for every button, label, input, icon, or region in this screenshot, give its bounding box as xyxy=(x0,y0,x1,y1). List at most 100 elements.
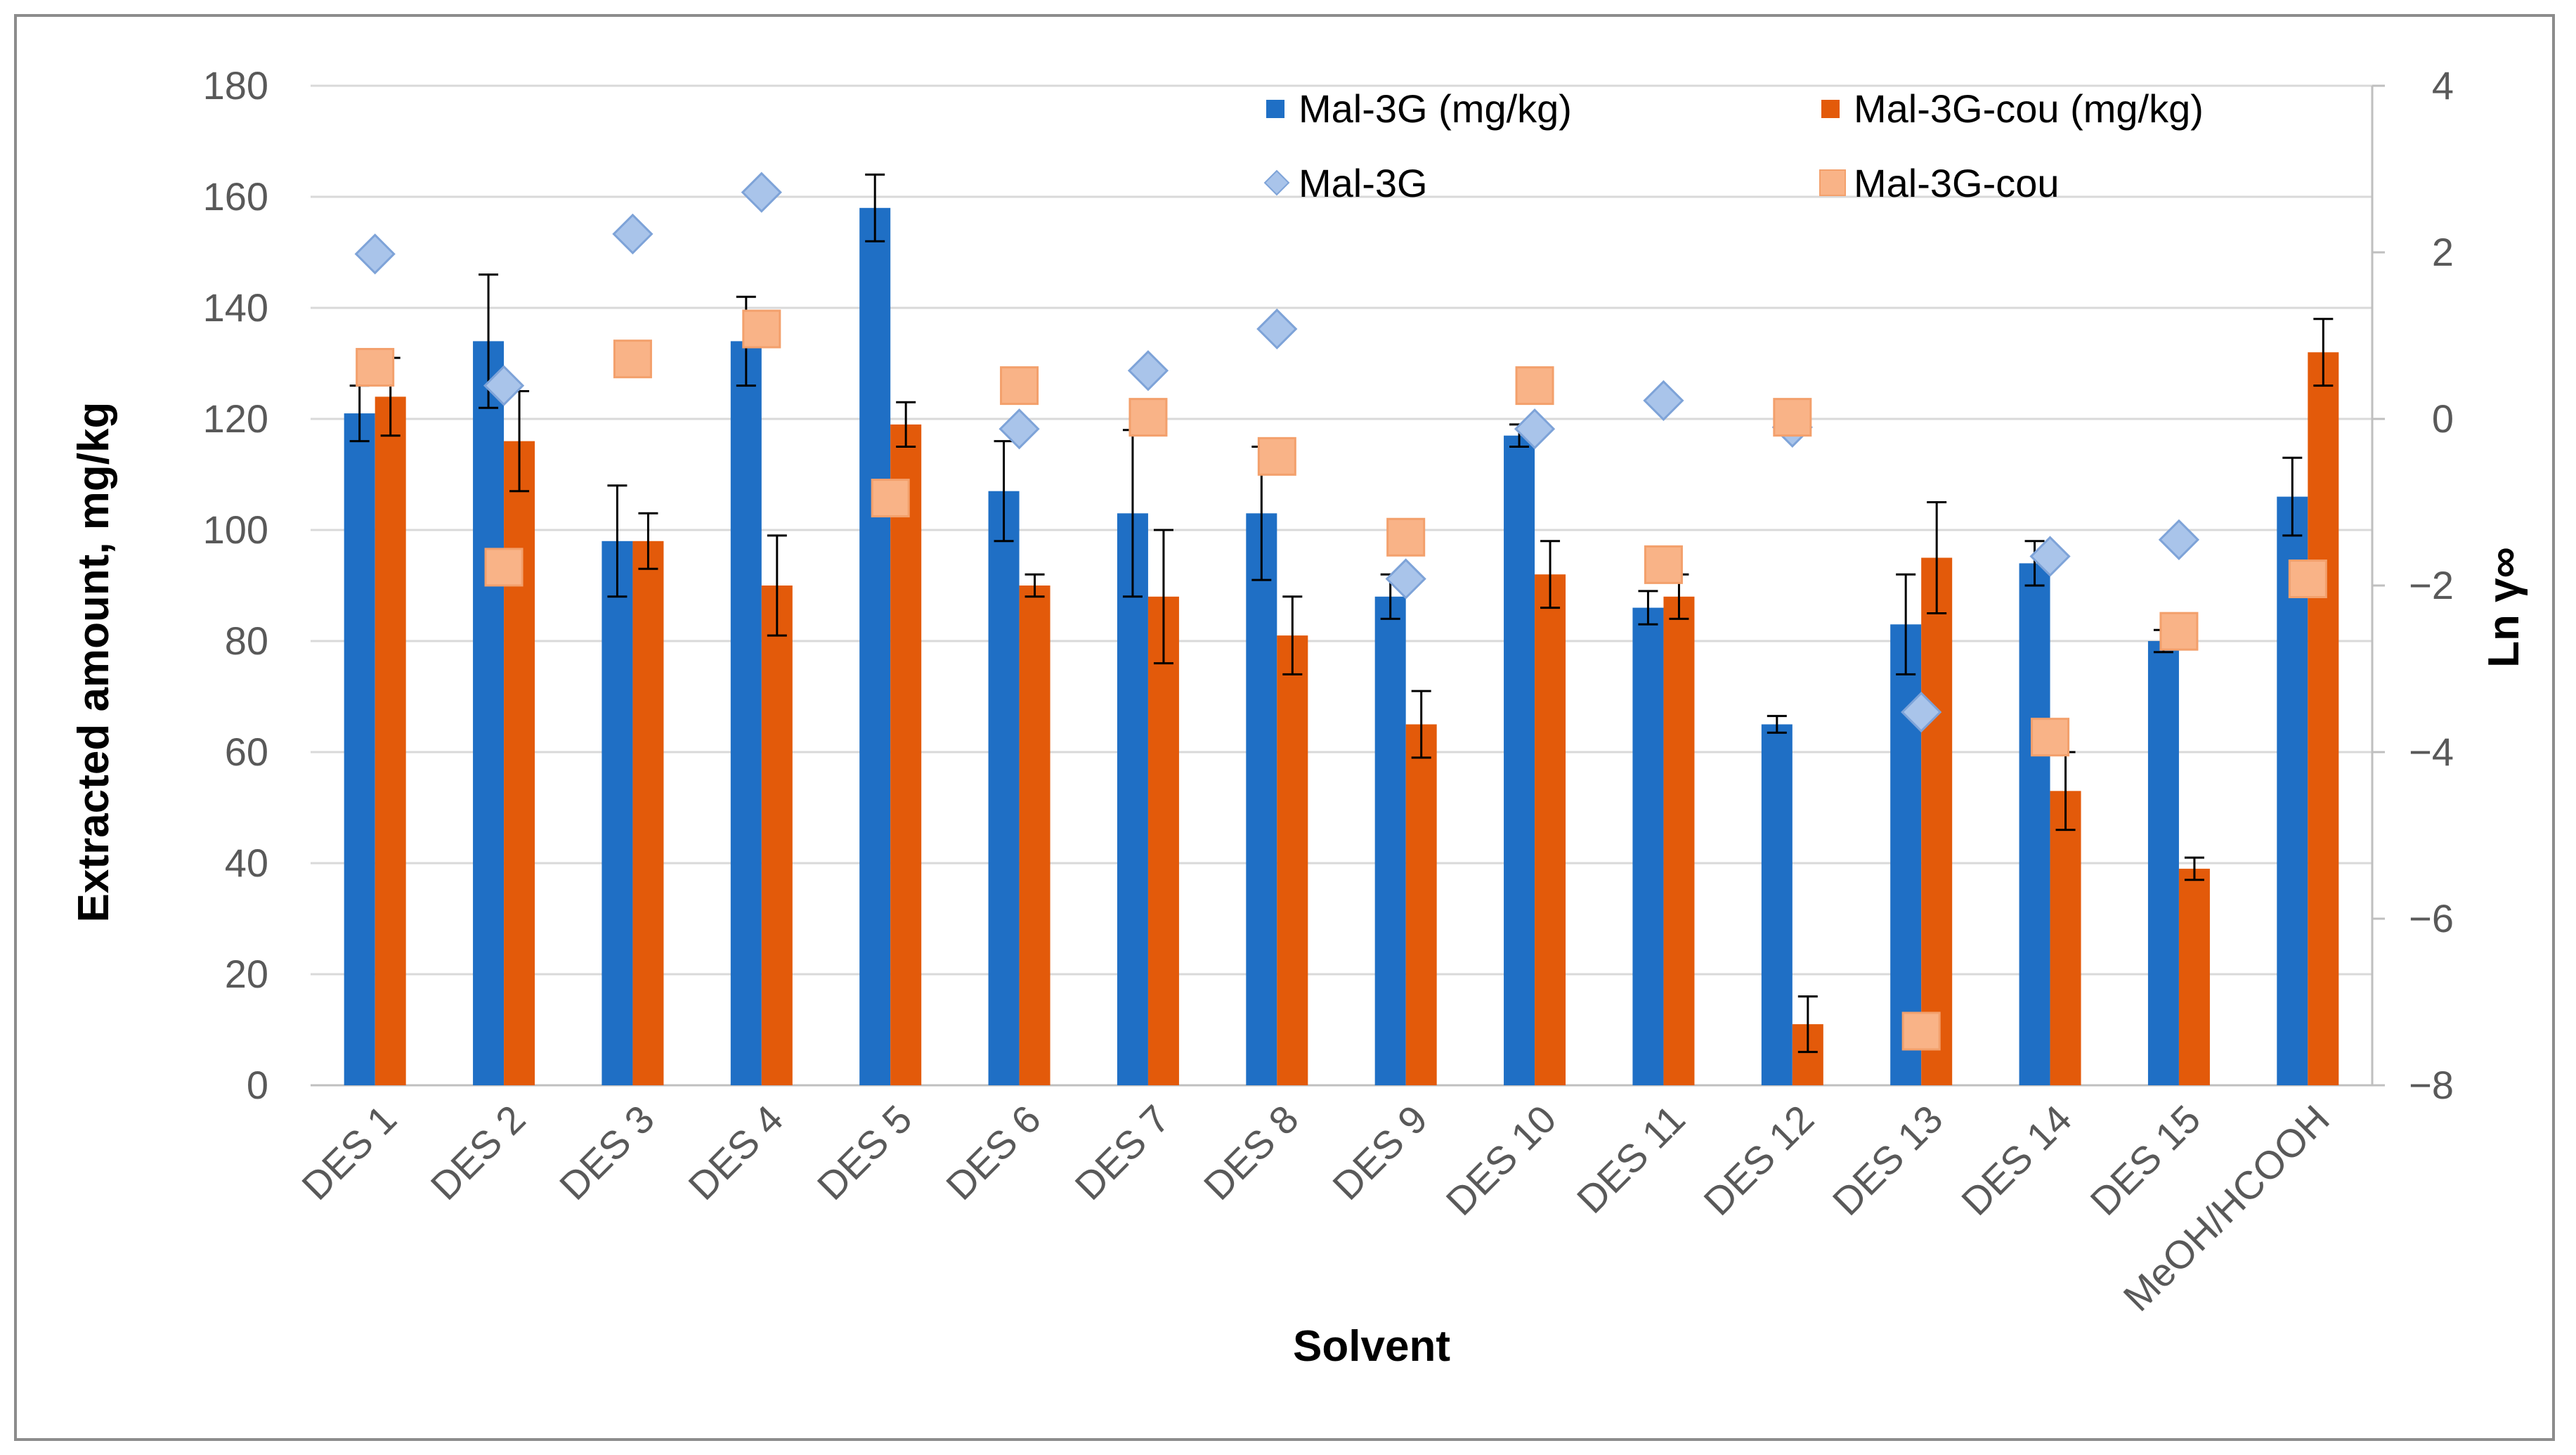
bar-mal3gcou xyxy=(504,441,535,1085)
marker-mal3gcou-square xyxy=(2288,560,2327,599)
bar-mal3gcou xyxy=(2308,352,2339,1086)
marker-mal3gcou-square xyxy=(356,348,395,387)
x-tick-label: DES 9 xyxy=(1324,1097,1436,1208)
bar-mal3g xyxy=(1117,513,1148,1085)
legend-swatch-mal3gcou-bar xyxy=(1821,100,1840,118)
x-tick-label: DES 8 xyxy=(1195,1097,1307,1208)
legend-swatch-mal3g-bar xyxy=(1266,100,1284,118)
bars xyxy=(344,207,2339,1086)
bar-mal3g xyxy=(1374,596,1406,1085)
marker-mal3g-diamond xyxy=(2158,519,2200,560)
marker-mal3gcou-square xyxy=(1257,436,1296,476)
legend-swatch-mal3g-diamond xyxy=(1263,169,1290,196)
bar-mal3gcou xyxy=(375,396,406,1085)
y-tick-label: 80 xyxy=(225,619,268,663)
axes: 0 20 40 60 80 100 120 140 160 180 −8 −6 −4 −2 0 2 4 DES 1… xyxy=(203,63,2454,1319)
bar-mal3g xyxy=(1632,607,1664,1085)
x-tick-label: DES 2 xyxy=(422,1097,534,1208)
legend-label-mal3gcou-square: Mal-3G-cou xyxy=(1854,161,2060,205)
y2-tick-label: −2 xyxy=(2409,563,2454,607)
y-tick-label: 140 xyxy=(203,285,268,330)
x-tick-label: DES 12 xyxy=(1695,1097,1822,1224)
marker-mal3gcou-square xyxy=(2159,612,2199,651)
bar-mal3g xyxy=(988,491,1020,1085)
y-tick-label: 20 xyxy=(225,952,268,996)
bar-mal3gcou xyxy=(1405,724,1437,1085)
y2-tick-label: 2 xyxy=(2432,230,2454,274)
bar-mal3g xyxy=(473,341,505,1085)
bar-mal3gcou xyxy=(1277,635,1308,1085)
x-tick-label: DES 11 xyxy=(1568,1097,1693,1222)
y2-tick-label: −6 xyxy=(2409,896,2454,940)
bar-mal3gcou xyxy=(2050,791,2081,1085)
chart-svg: 0 20 40 60 80 100 120 140 160 180 −8 −6 −4 −2 0 2 4 DES 1… xyxy=(70,63,2528,1371)
x-tick-label: DES 15 xyxy=(2081,1097,2209,1224)
y2-tick-label: 4 xyxy=(2432,63,2454,108)
y-axis-title: Extracted amount, mg/kg xyxy=(70,402,118,923)
legend: Mal-3G (mg/kg) Mal-3G-cou (mg/kg) Mal-3G… xyxy=(1263,86,2204,205)
bar-mal3g xyxy=(859,207,891,1085)
y2-tick-label: 0 xyxy=(2432,396,2454,441)
bar-mal3gcou xyxy=(632,541,664,1085)
y2-axis-title: Ln γ∞ xyxy=(2480,547,2528,668)
bar-mal3g xyxy=(730,341,762,1085)
marker-mal3g-diamond xyxy=(1385,558,1426,600)
legend-label-mal3g-diamond: Mal-3G xyxy=(1299,161,1428,205)
bar-mal3g xyxy=(601,541,633,1085)
marker-mal3gcou-square xyxy=(1644,545,1683,584)
y-tick-label: 100 xyxy=(203,507,268,552)
marker-mal3gcou-square xyxy=(871,479,910,518)
bar-mal3gcou xyxy=(2178,868,2210,1085)
marker-mal3g-diamond xyxy=(1256,308,1298,350)
x-tick-label: DES 4 xyxy=(679,1097,791,1208)
y2-tick-label: −4 xyxy=(2409,730,2454,774)
bar-mal3g xyxy=(1504,435,1535,1085)
marker-mal3gcou-square xyxy=(742,309,781,349)
bar-mal3gcou xyxy=(1147,596,1179,1085)
marker-mal3g-diamond xyxy=(1901,691,1942,733)
marker-mal3gcou-square xyxy=(1000,366,1039,406)
y2-tick-label: −8 xyxy=(2409,1063,2454,1107)
x-tick-label: DES 7 xyxy=(1066,1097,1178,1208)
y-tick-label: 120 xyxy=(203,396,268,441)
marker-mal3g-diamond xyxy=(483,365,525,406)
marker-mal3gcou-square xyxy=(1128,398,1168,437)
x-tick-label: DES 6 xyxy=(937,1097,1049,1208)
bar-mal3g xyxy=(2019,563,2050,1085)
marker-mal3g-diamond xyxy=(2029,536,2071,577)
y-tick-label: 160 xyxy=(203,174,268,219)
markers xyxy=(354,172,2327,1051)
y-tick-label: 60 xyxy=(225,730,268,774)
marker-mal3gcou-square xyxy=(2031,718,2070,757)
legend-label-mal3g-bar: Mal-3G (mg/kg) xyxy=(1299,86,1572,131)
bar-mal3g xyxy=(1761,724,1793,1085)
marker-mal3gcou-square xyxy=(613,340,652,379)
x-tick-label: DES 5 xyxy=(809,1097,921,1208)
marker-mal3gcou-square xyxy=(1386,517,1426,557)
y-tick-label: 40 xyxy=(225,841,268,885)
marker-mal3g-diamond xyxy=(1514,408,1556,450)
chart-frame: 0 20 40 60 80 100 120 140 160 180 −8 −6 −4 −2 0 2 4 DES 1… xyxy=(14,14,2555,1441)
x-tick-label: DES 10 xyxy=(1438,1097,1565,1224)
marker-mal3g-diamond xyxy=(354,233,396,275)
x-tick-label: DES 13 xyxy=(1824,1097,1951,1224)
x-tick-label: DES 14 xyxy=(1953,1097,2080,1224)
marker-mal3g-diamond xyxy=(1643,380,1684,422)
marker-mal3g-diamond xyxy=(1127,350,1169,392)
marker-mal3gcou-square xyxy=(484,548,523,587)
marker-mal3gcou-square xyxy=(1901,1011,1941,1051)
x-axis-title: Solvent xyxy=(1293,1322,1450,1371)
x-tick-label: DES 3 xyxy=(551,1097,663,1208)
bar-mal3gcou xyxy=(761,586,793,1085)
bar-mal3gcou xyxy=(1535,574,1566,1085)
x-tick-label: DES 1 xyxy=(293,1097,405,1208)
y-tick-label: 0 xyxy=(247,1063,268,1107)
marker-mal3g-diamond xyxy=(741,172,782,213)
bar-mal3gcou xyxy=(890,424,922,1085)
marker-mal3gcou-square xyxy=(1773,398,1812,437)
legend-swatch-mal3gcou-square xyxy=(1819,169,1846,196)
y-tick-label: 180 xyxy=(203,63,268,108)
error-bars xyxy=(349,173,2334,1054)
bar-mal3g xyxy=(344,413,375,1085)
bar-mal3gcou xyxy=(1663,596,1695,1085)
